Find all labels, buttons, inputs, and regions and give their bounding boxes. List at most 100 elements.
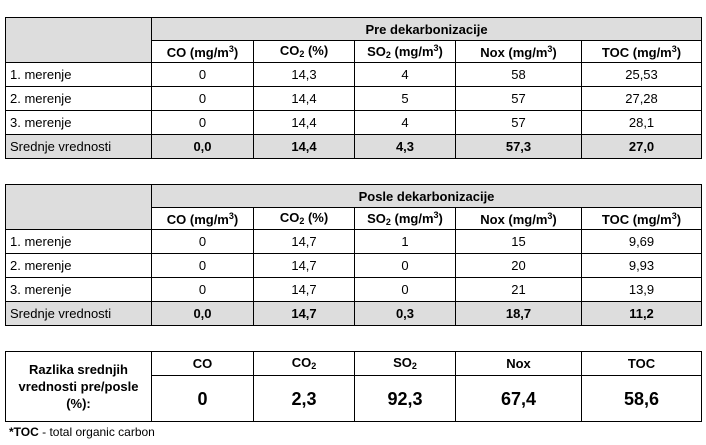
value-cell-co2: 14,7: [253, 253, 355, 278]
table-pre-decarbonization: Pre dekarbonizacije CO (mg/m3) CO2 (%) SO2 …: [5, 17, 703, 159]
col-header-text: Nox (mg/m: [480, 44, 548, 60]
corner-cell: [5, 184, 152, 230]
col-header-text: (mg/m: [390, 43, 434, 59]
difference-value-so2: 92,3: [354, 375, 456, 422]
col-header-text: TOC (mg/m: [601, 44, 672, 60]
col-header-co: CO (mg/m3): [151, 207, 254, 230]
difference-header-text: SO: [393, 355, 412, 370]
col-header-text: (%): [304, 43, 329, 58]
difference-header-co2: CO2: [253, 351, 355, 376]
row-label: 2. merenje: [5, 86, 152, 111]
col-header-so2: SO2 (mg/m3): [354, 207, 456, 230]
value-cell-toc: 9,93: [581, 253, 702, 278]
row-label: 3. merenje: [5, 110, 152, 135]
row-label: 1. merenje: [5, 229, 152, 254]
col-header-text: ): [438, 210, 443, 226]
col-header-text: SO: [367, 43, 386, 59]
difference-value-row: 0 2,3 92,3 67,4 58,6: [6, 375, 702, 422]
average-value-co2: 14,7: [253, 301, 355, 326]
table-row: 2. merenje 0 14,7 0 20 9,93: [5, 253, 702, 278]
col-header-text: Nox (mg/m: [480, 211, 548, 227]
col-header-text: CO (mg/m: [166, 211, 229, 227]
difference-header-so2: SO2: [354, 351, 456, 376]
table-title: Posle dekarbonizacije: [151, 184, 702, 208]
value-cell-co2: 14,4: [253, 110, 355, 135]
col-header-sup: 3: [228, 43, 234, 54]
value-cell-co: 0: [151, 62, 254, 87]
difference-header-text: CO: [291, 355, 312, 370]
col-header-co: CO (mg/m3): [151, 40, 254, 63]
table-difference: Razlika srednjih vrednosti pre/posle (%)…: [5, 351, 702, 422]
col-header-text: (%): [304, 210, 329, 225]
value-cell-nox: 58: [455, 62, 582, 87]
average-row: Srednje vrednosti 0,0 14,4 4,3 57,3 27,0: [5, 134, 703, 159]
average-label: Srednje vrednosti: [5, 301, 152, 326]
value-cell-co2: 14,3: [253, 62, 355, 87]
col-header-text: ): [676, 211, 682, 227]
value-cell-toc: 13,9: [581, 277, 702, 302]
value-cell-toc: 25,53: [580, 62, 703, 87]
table-row: 2. merenje 0 14,4 5 57 27,28: [5, 86, 703, 111]
col-header-sup: 3: [671, 210, 677, 221]
col-header-sup: 3: [228, 210, 234, 221]
average-value-toc: 27,0: [580, 134, 703, 159]
col-header-co2: CO2 (%): [253, 207, 355, 230]
col-header-sub: 2: [385, 216, 391, 227]
col-header-sup: 3: [433, 209, 439, 220]
col-header-text: ): [233, 44, 239, 60]
value-cell-toc: 9,69: [581, 229, 702, 254]
difference-header-row: Razlika srednjih vrednosti pre/posle (%)…: [5, 351, 702, 422]
corner-cell: [5, 17, 152, 63]
average-value-so2: 4,3: [354, 134, 456, 159]
footnote-term: *TOC: [9, 425, 39, 439]
value-cell-co: 0: [151, 86, 254, 111]
col-header-sup: 3: [433, 42, 439, 53]
table-title-row: Posle dekarbonizacije: [5, 184, 702, 230]
value-cell-co: 0: [151, 229, 254, 254]
value-cell-nox: 57: [455, 110, 582, 135]
col-header-nox: Nox (mg/m3): [455, 207, 582, 230]
value-cell-so2: 4: [354, 110, 456, 135]
value-cell-co2: 14,4: [253, 86, 355, 111]
value-cell-nox: 57: [455, 86, 582, 111]
average-row: Srednje vrednosti 0,0 14,7 0,3 18,7 11,2: [5, 301, 702, 326]
difference-header-sub: 2: [411, 361, 417, 371]
average-value-co2: 14,4: [253, 134, 355, 159]
col-header-nox: Nox (mg/m3): [455, 40, 582, 63]
difference-value-nox: 67,4: [455, 375, 582, 422]
col-header-sup: 3: [547, 210, 553, 221]
table-title: Pre dekarbonizacije: [150, 17, 703, 41]
value-cell-co: 0: [151, 277, 254, 302]
difference-value-co: 0: [151, 375, 254, 422]
col-header-sub: 2: [299, 49, 305, 59]
difference-header-co: CO: [151, 351, 254, 376]
table-row: 3. merenje 0 14,4 4 57 28,1: [5, 110, 703, 135]
col-header-text: ): [233, 211, 239, 227]
row-label: 2. merenje: [5, 253, 152, 278]
value-cell-so2: 5: [354, 86, 456, 111]
table-row: 1. merenje 0 14,7 1 15 9,69: [5, 229, 702, 254]
value-cell-co2: 14,7: [253, 229, 355, 254]
col-header-text: CO (mg/m: [166, 44, 229, 60]
col-header-sup: 3: [671, 43, 677, 54]
column-header-row: CO (mg/m3) CO2 (%) SO2 (mg/m3) Nox (mg/m3) T…: [6, 207, 702, 230]
col-header-sub: 2: [299, 216, 305, 226]
value-cell-co: 0: [151, 253, 254, 278]
col-header-so2: SO2 (mg/m3): [354, 40, 456, 63]
footnote-text: - total organic carbon: [38, 425, 155, 439]
row-label: 1. merenje: [5, 62, 152, 87]
value-cell-so2: 0: [354, 253, 456, 278]
average-value-co: 0,0: [151, 134, 254, 159]
value-cell-toc: 28,1: [580, 110, 703, 135]
average-value-toc: 11,2: [581, 301, 702, 326]
col-header-toc: TOC (mg/m3): [580, 40, 703, 63]
col-header-text: ): [676, 44, 682, 60]
difference-label: Razlika srednjih vrednosti pre/posle (%)…: [5, 351, 152, 422]
average-value-nox: 18,7: [455, 301, 582, 326]
table-title-row: Pre dekarbonizacije: [5, 17, 703, 63]
col-header-text: ): [438, 43, 443, 59]
table-post-decarbonization: Posle dekarbonizacije CO (mg/m3) CO2 (%) SO…: [5, 184, 702, 326]
value-cell-nox: 20: [455, 253, 582, 278]
footnote: *TOC - total organic carbon: [9, 425, 155, 439]
difference-header-nox: Nox: [455, 351, 582, 376]
